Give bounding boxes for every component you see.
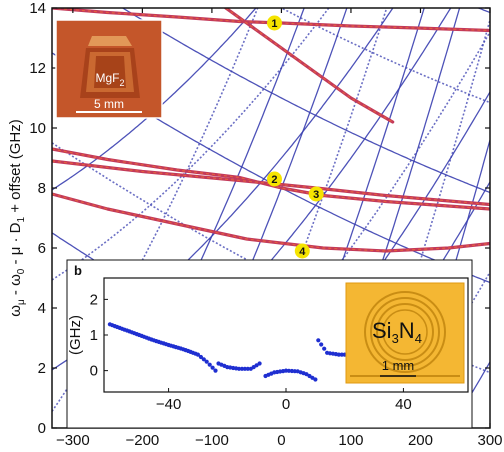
inset-point-seg1 [257,361,262,366]
y-tick-label: 12 [29,60,46,77]
mode-line-falling-3 [121,8,490,194]
inset-point-seg1 [236,366,242,371]
y-tick-label: 10 [29,120,46,137]
inset-y-tick-label: 2 [90,291,98,308]
mgf2-label: MgF2 [95,71,124,88]
family-marker-label-3: 3 [313,189,319,201]
inset-point-seg3 [319,342,324,347]
y-tick-label: 6 [38,240,46,257]
family-marker-3 [308,186,324,202]
x-tick-label: −300 [56,432,90,449]
inset-point-seg0 [207,362,212,367]
inset-point-seg3 [336,352,341,357]
x-tick-label: 100 [338,432,363,449]
family-marker-4 [294,243,310,259]
mode-line-steep-3 [280,8,425,428]
y-axis-title: ωμ - ω0 - μ · D1 + offset (GHz) [7,119,27,316]
y-tick-label: 2 [38,360,46,377]
inset-b: b −40 0 40 0 1 2 (GHz) Si3N4 1 mm [66,259,473,429]
x-tick-label: 0 [277,432,285,449]
mode-line-rising-11 [52,8,257,191]
y-tick-label: 14 [29,0,46,17]
inset-point-seg3 [316,338,321,343]
si3n4-label: Si3N4 [372,318,422,346]
inset-axes: −40 0 40 0 1 2 [90,291,412,413]
mode-line-rising-10 [52,8,330,281]
inset-point-seg2 [313,377,318,382]
inset-y-title: (GHz) [67,315,84,355]
si3n4-photo: Si3N4 1 mm [345,282,465,384]
mgf2-scale-label: 5 mm [94,97,124,111]
y-tick-label: 0 [38,420,46,437]
mode-line-steep-2 [325,8,461,428]
highlight-core-4 [52,193,490,252]
mgf2-photo: MgF2 5 mm [55,19,163,119]
inset-x-tick-label: −40 [156,396,181,413]
inset-point-seg0 [198,354,203,360]
inset-point-seg1 [239,366,245,371]
inset-y-tick-label: 0 [90,363,98,380]
x-tick-label: −100 [195,432,229,449]
inset-point-seg2 [286,368,291,373]
inset-x-tick-label: 0 [282,396,290,413]
inset-point-seg0 [204,359,209,364]
si3n4-scale-label: 1 mm [382,358,415,373]
y-tick-label: 4 [38,300,46,317]
inset-point-seg1 [245,366,250,371]
family-marker-2 [266,171,282,187]
y-tick-label: 8 [38,180,46,197]
x-tick-label: 200 [408,432,433,449]
x-tick-label: 300 [477,432,502,449]
inset-point-seg1 [242,366,247,371]
mode-line-falling-4 [279,8,490,104]
inset-point-seg3 [339,352,344,357]
family-marker-1 [266,15,282,31]
family-marker-label-4: 4 [299,246,306,258]
marker-layer: 1 2 3 4 [266,15,324,259]
x-tick-label: −200 [125,432,159,449]
mode-line-steep-5 [177,8,348,428]
inset-panel-label: b [74,263,82,278]
inset-point-seg0 [195,352,200,357]
inset-y-tick-label: 1 [90,327,98,344]
highlight-core-edge [225,8,393,123]
inset-x-tick-label: 40 [395,396,412,413]
inset-point-seg3 [322,346,327,351]
highlight-core-2 [52,148,490,210]
family-marker-label-2: 2 [271,174,277,186]
highlight-core-1 [52,8,490,32]
inset-point-seg0 [201,357,206,362]
inset-point-seg0 [210,365,215,370]
inset-point-seg0 [213,368,218,373]
family-marker-label-1: 1 [271,18,277,30]
